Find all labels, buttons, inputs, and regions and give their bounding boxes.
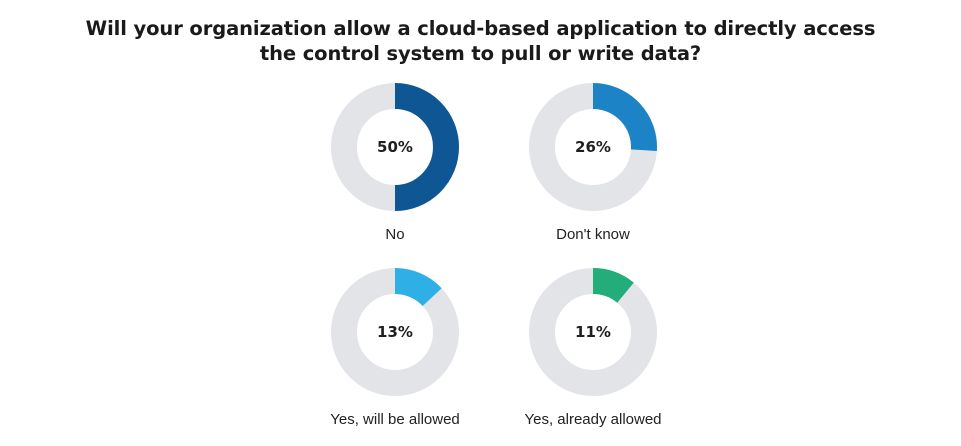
- donut-no: 50% No: [331, 83, 459, 243]
- donut-don-t-know: 26% Don't know: [529, 83, 657, 243]
- category-label: Don't know: [556, 226, 630, 243]
- category-label: No: [385, 226, 404, 243]
- percent-label: 11%: [575, 323, 611, 341]
- percent-label: 13%: [377, 323, 413, 341]
- chart-title-line-2: the control system to pull or write data…: [259, 42, 702, 65]
- category-label: Yes, will be allowed: [330, 411, 460, 428]
- chart-title-line-1: Will your organization allow a cloud-bas…: [85, 17, 876, 40]
- donut-slice-yes-already-allowed: [592, 268, 634, 304]
- donut-slice-don-t-know: [592, 83, 657, 152]
- percent-label: 50%: [377, 138, 413, 156]
- donut-slice-yes-will-be-allowed: [394, 268, 442, 307]
- donut-slice-no: [394, 83, 459, 211]
- donut-yes-will-be-allowed: 13% Yes, will be allowed: [330, 268, 460, 428]
- percent-label: 26%: [575, 138, 611, 156]
- chart-title: Will your organization allow a cloud-bas…: [0, 16, 961, 66]
- donut-yes-already-allowed: 11% Yes, already allowed: [524, 268, 662, 428]
- category-label: Yes, already allowed: [524, 411, 661, 428]
